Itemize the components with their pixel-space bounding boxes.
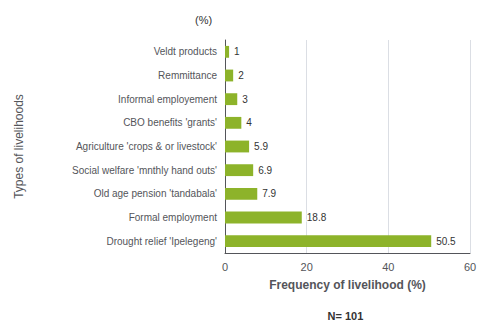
svg-text:5.9: 5.9 bbox=[254, 141, 268, 152]
svg-text:Formal employment: Formal employment bbox=[129, 212, 218, 223]
svg-text:18.8: 18.8 bbox=[307, 212, 327, 223]
svg-text:7.9: 7.9 bbox=[262, 188, 276, 199]
svg-text:0: 0 bbox=[222, 261, 228, 273]
svg-text:6.9: 6.9 bbox=[258, 165, 272, 176]
svg-text:50.5: 50.5 bbox=[436, 236, 456, 247]
svg-text:Frequency of livelihood (%): Frequency of livelihood (%) bbox=[269, 278, 426, 292]
svg-text:N= 101: N= 101 bbox=[328, 310, 364, 322]
svg-text:4: 4 bbox=[246, 117, 252, 128]
svg-text:1: 1 bbox=[234, 46, 240, 57]
svg-text:60: 60 bbox=[464, 261, 476, 273]
svg-text:CBO benefits 'grants': CBO benefits 'grants' bbox=[123, 117, 217, 128]
svg-text:Veldt products: Veldt products bbox=[154, 46, 217, 57]
svg-text:Social welfare 'mnthly hand ou: Social welfare 'mnthly hand outs' bbox=[72, 165, 217, 176]
svg-text:40: 40 bbox=[382, 261, 394, 273]
svg-text:Agriculture 'crops & or livest: Agriculture 'crops & or livestock' bbox=[76, 141, 217, 152]
svg-text:Old age pension 'tandabala': Old age pension 'tandabala' bbox=[94, 188, 217, 199]
svg-text:Remmittance: Remmittance bbox=[158, 70, 217, 81]
svg-text:3: 3 bbox=[242, 94, 248, 105]
svg-text:Drought relief 'Ipelegeng': Drought relief 'Ipelegeng' bbox=[106, 236, 217, 247]
svg-text:Types of livelihoods: Types of livelihoods bbox=[12, 94, 26, 199]
svg-text:2: 2 bbox=[238, 70, 244, 81]
svg-text:20: 20 bbox=[301, 261, 313, 273]
svg-text:(%): (%) bbox=[195, 14, 212, 26]
svg-text:Informal employement: Informal employement bbox=[118, 94, 217, 105]
